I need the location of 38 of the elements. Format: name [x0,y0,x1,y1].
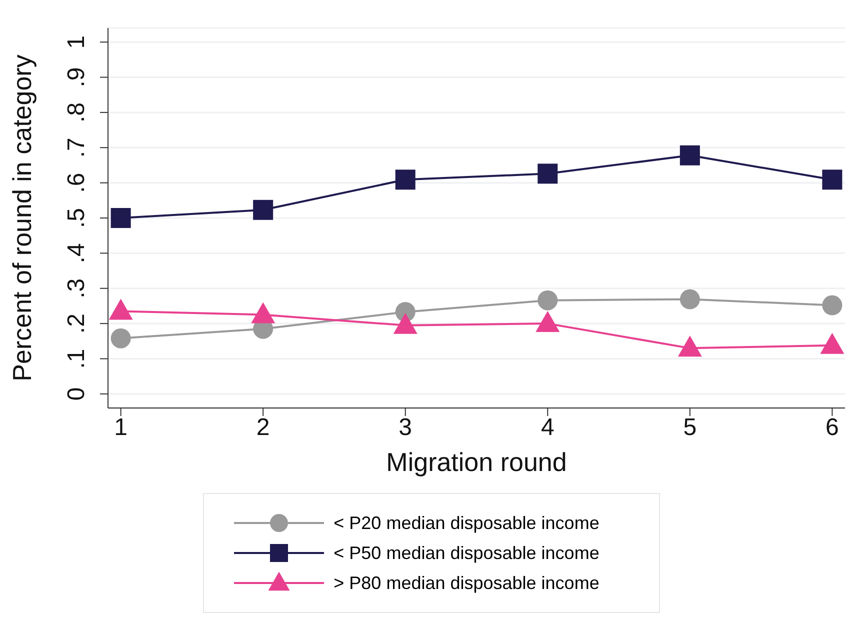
point [680,145,700,166]
y-axis-title: Percent of round in category [7,54,38,382]
y-tick-label: 1 [63,35,90,49]
y-tick-label: .9 [63,67,90,88]
point [395,170,416,190]
y-tick-label: .3 [63,278,90,298]
point [251,302,276,324]
point [822,295,842,316]
point [108,298,133,320]
y-tick-label: .7 [63,138,90,158]
point [253,200,274,220]
x-tick-label: 6 [826,414,839,442]
point [678,336,702,357]
y-tick-label: .1 [63,348,90,369]
point [536,311,560,332]
x-tick-label: 3 [398,414,412,442]
x-tick-label: 2 [256,414,270,442]
point [820,332,844,354]
point [393,312,418,334]
y-tick-label: .4 [63,243,90,264]
legend-label: > P80 median disposable income [334,572,600,594]
y-tick-label: .2 [63,314,90,334]
point [822,170,842,190]
point [538,164,558,184]
y-tick-label: 0 [63,387,90,401]
x-tick-label: 1 [114,414,128,442]
legend-label: < P20 median disposable income [334,512,600,534]
point [680,289,700,310]
y-tick-label: .6 [63,172,90,193]
x-axis-title: Migration round [386,447,567,477]
point [110,208,131,228]
y-tick-label: .5 [63,208,90,228]
point [110,328,131,348]
y-tick-label: .8 [63,102,90,122]
x-tick-label: 5 [683,414,697,442]
point [538,290,558,310]
legend-label: < P50 median disposable income [334,542,600,564]
x-tick-label: 4 [540,414,554,442]
